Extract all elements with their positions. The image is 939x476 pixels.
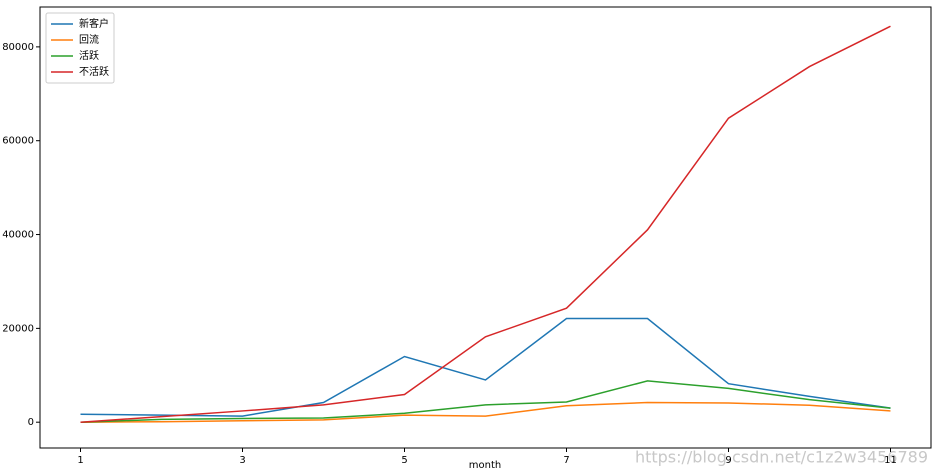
line-series: [80, 401, 891, 423]
x-tick-label: 5: [401, 455, 407, 466]
x-tick-label: 1: [77, 455, 83, 466]
legend-label: 活跃: [79, 50, 99, 62]
x-tick-label: 11: [884, 455, 897, 466]
legend-label: 不活跃: [79, 66, 109, 78]
y-tick-label: 40000: [2, 230, 34, 241]
x-axis-label: month: [469, 460, 501, 471]
line-series: [80, 380, 891, 423]
y-tick-label: 20000: [2, 323, 34, 334]
watermark: https://blog.csdn.net/c1z2w3456789: [635, 448, 928, 467]
line-series: [80, 25, 891, 423]
y-tick-label: 80000: [2, 42, 34, 53]
y-tick-label: 60000: [2, 136, 34, 147]
y-tick-label: 0: [28, 417, 34, 428]
legend-label: 新客户: [79, 17, 109, 30]
x-tick-label: 3: [239, 455, 245, 466]
axes-frame: [39, 6, 932, 449]
legend-box: [45, 12, 115, 84]
x-tick-label: 9: [725, 455, 731, 466]
legend-label: 回流: [79, 33, 99, 46]
line-series: [80, 317, 891, 417]
x-tick-label: 7: [563, 455, 569, 466]
